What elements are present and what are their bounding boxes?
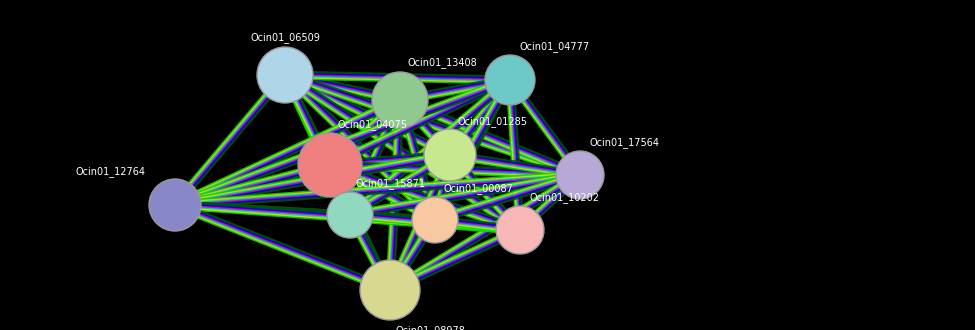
Circle shape — [496, 206, 544, 254]
Circle shape — [424, 129, 476, 181]
Circle shape — [485, 55, 535, 105]
Text: Ocin01_12764: Ocin01_12764 — [75, 166, 145, 177]
Text: Ocin01_04777: Ocin01_04777 — [520, 41, 590, 52]
Circle shape — [372, 72, 428, 128]
Circle shape — [298, 133, 362, 197]
Circle shape — [257, 47, 313, 103]
Circle shape — [327, 192, 373, 238]
Circle shape — [412, 197, 458, 243]
Text: Ocin01_13408: Ocin01_13408 — [408, 57, 478, 68]
Circle shape — [360, 260, 420, 320]
Text: Ocin01_06509: Ocin01_06509 — [250, 32, 320, 43]
Text: Ocin01_17564: Ocin01_17564 — [590, 137, 660, 148]
Text: Ocin01_10202: Ocin01_10202 — [530, 192, 600, 203]
Text: Ocin01_08978: Ocin01_08978 — [395, 325, 465, 330]
Text: Ocin01_15871: Ocin01_15871 — [355, 178, 425, 189]
Text: Ocin01_04075: Ocin01_04075 — [338, 119, 408, 130]
Text: Ocin01_01285: Ocin01_01285 — [458, 116, 528, 127]
Circle shape — [556, 151, 604, 199]
Circle shape — [149, 179, 201, 231]
Text: Ocin01_00087: Ocin01_00087 — [443, 183, 513, 194]
